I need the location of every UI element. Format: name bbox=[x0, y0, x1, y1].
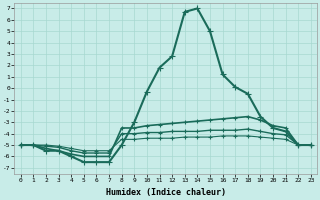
X-axis label: Humidex (Indice chaleur): Humidex (Indice chaleur) bbox=[106, 188, 226, 197]
